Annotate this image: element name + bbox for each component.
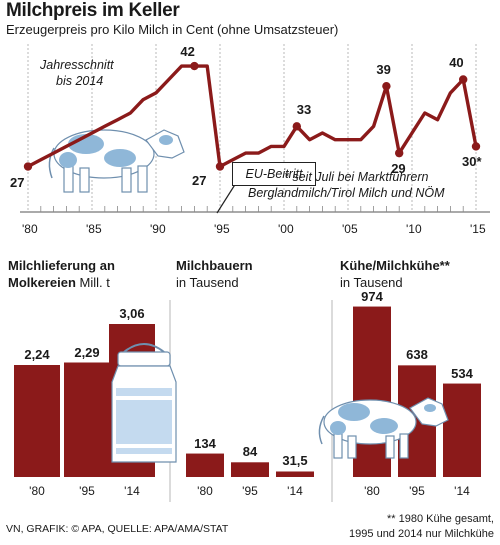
price-point-label: 30*: [462, 154, 482, 170]
bar-category-label: '14: [124, 484, 140, 498]
milk-can-illustration-icon: [111, 343, 177, 463]
price-data-point: [395, 148, 404, 158]
page-title: Milchpreis im Keller: [6, 0, 180, 21]
panel-title: Milchbauern: [176, 258, 253, 273]
price-footnote-line1: * seit Juli bei Marktführern: [284, 170, 429, 184]
bar-category-label: '80: [197, 484, 213, 498]
panel-title-line2: Molkereien Mill. t: [8, 275, 110, 290]
bar-category-label: '95: [409, 484, 425, 498]
eu-accession-label: EU-Beitritt: [232, 162, 316, 186]
bar-80: [186, 453, 224, 477]
panel-heading: Milchbauern in Tausend: [176, 257, 253, 291]
source-credit: VN, GRAFIK: © APA, QUELLE: APA/AMA/STAT: [6, 523, 229, 535]
price-point-label: 27: [192, 172, 207, 188]
x-tick-label: '15: [470, 222, 486, 236]
cow-illustration-icon: [318, 397, 449, 459]
price-point-label: 42: [180, 44, 195, 60]
cows-footnote: ** 1980 Kühe gesamt, 1995 und 2014 nur M…: [334, 512, 494, 542]
eu-accession-pointer: [216, 182, 237, 214]
bar-value-label: 84: [242, 444, 258, 460]
x-tick-label: '90: [150, 222, 166, 236]
bar-value-label: 974: [361, 288, 383, 304]
bar-95: [231, 462, 269, 477]
x-tick-label: '85: [86, 222, 102, 236]
bar-80: [353, 306, 391, 477]
price-data-point: [471, 142, 481, 151]
price-data-point: [292, 122, 301, 131]
x-tick-label: '00: [278, 222, 294, 236]
price-data-point: [382, 81, 391, 91]
panels-layer: [14, 300, 481, 502]
price-data-point: [459, 75, 468, 84]
price-footnote-line2: Berglandmilch/Tirol Milch und NÖM: [248, 186, 445, 200]
bar-value-label: 638: [406, 347, 428, 363]
bar-95: [64, 362, 110, 477]
cows-footnote-line2: 1995 und 2014 nur Milchkühe: [349, 528, 494, 540]
average-note-line1: Jahresschnitt: [40, 58, 114, 72]
price-data-point: [190, 61, 199, 71]
bar-category-label: '14: [287, 484, 303, 498]
x-tick-label: '05: [342, 222, 358, 236]
price-point-label: 33: [296, 102, 312, 118]
bar-14: [276, 471, 314, 477]
bar-80: [14, 365, 60, 477]
bar-category-label: '80: [29, 484, 45, 498]
price-line-layer: [23, 61, 481, 171]
panel-unit: in Tausend: [176, 275, 239, 290]
bar-category-label: '80: [364, 484, 380, 498]
bar-category-label: '14: [454, 484, 470, 498]
cows-footnote-line1: ** 1980 Kühe gesamt,: [386, 513, 494, 525]
bar-value-label: 3,06: [119, 306, 145, 321]
bar-category-label: '95: [242, 484, 258, 498]
price-point-label: 29: [391, 161, 406, 177]
bar-value-label: 134: [194, 435, 216, 451]
panel-unit: in Tausend: [340, 275, 403, 290]
price-data-point: [23, 162, 33, 171]
panel-title: Milchlieferung an: [8, 258, 115, 273]
bar-value-label: 2,29: [74, 344, 100, 360]
cow-illustration-icon: [48, 129, 185, 193]
price-point-label: 40: [449, 55, 464, 71]
bar-value-label: 534: [451, 365, 473, 381]
panel-heading: Milchlieferung an Molkereien Mill. t: [8, 257, 115, 291]
page-subtitle: Erzeugerpreis pro Kilo Milch in Cent (oh…: [6, 22, 339, 37]
price-data-point: [215, 162, 225, 171]
panel-unit: Mill. t: [79, 275, 110, 290]
bar-value-label: 31,5: [282, 453, 308, 469]
bar-value-label: 2,24: [24, 347, 50, 362]
bar-category-label: '95: [79, 484, 95, 498]
x-tick-label: '95: [214, 222, 230, 236]
bar-14: [443, 383, 481, 477]
x-tick-label: '80: [22, 222, 38, 236]
x-tick-label: '10: [406, 222, 422, 236]
price-point-label: 39: [376, 62, 391, 78]
average-note-line2: bis 2014: [56, 74, 104, 88]
panel-heading: Kühe/Milchkühe** in Tausend: [340, 257, 450, 291]
panel-title: Kühe/Milchkühe**: [340, 258, 450, 273]
grid-layer: [20, 44, 490, 213]
price-point-label: 27: [10, 174, 25, 190]
